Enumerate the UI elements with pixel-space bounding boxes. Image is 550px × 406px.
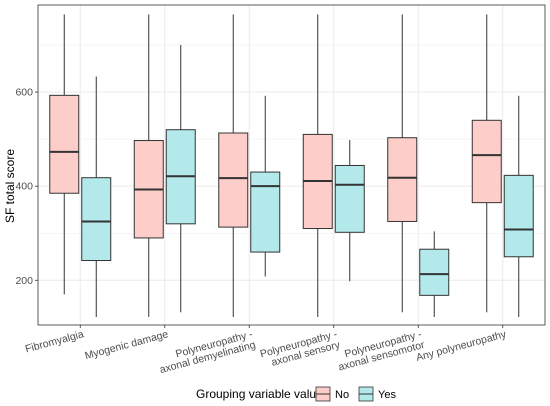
box-no-5 [471, 14, 502, 313]
box-no-4 [387, 14, 418, 313]
box-no-2 [218, 14, 249, 317]
box-yes-2 [250, 95, 281, 277]
legend-label: Yes [378, 389, 396, 401]
plot-area [37, 4, 546, 326]
box-iqr [250, 171, 281, 253]
legend-item-yes: Yes [358, 386, 396, 402]
panel-border [37, 4, 546, 326]
box-iqr [419, 248, 450, 296]
box-yes-3 [334, 140, 365, 282]
y-axis-title: SF total score [3, 149, 17, 223]
box-iqr [334, 164, 365, 233]
box-no-1 [133, 14, 164, 317]
y-tick-label: 400 [15, 181, 33, 193]
box-yes-5 [503, 95, 534, 317]
box-iqr [81, 177, 112, 262]
box-iqr [503, 174, 534, 258]
legend: Grouping variable value No Yes [196, 386, 396, 402]
box-iqr [218, 132, 249, 228]
box-yes-0 [81, 76, 112, 317]
y-tick-label: 200 [15, 275, 33, 287]
box-iqr [49, 94, 80, 194]
box-iqr [471, 119, 502, 204]
box-no-3 [302, 14, 333, 317]
legend-title: Grouping variable value [196, 387, 323, 401]
box-yes-4 [419, 231, 450, 317]
y-axis-ticks: 200 400 600 [15, 87, 38, 287]
y-tick-label: 600 [15, 87, 33, 99]
box-no-0 [49, 14, 80, 295]
box-iqr [387, 137, 418, 222]
legend-label: No [335, 389, 349, 401]
legend-item-no: No [315, 386, 349, 402]
box-yes-1 [165, 45, 196, 313]
